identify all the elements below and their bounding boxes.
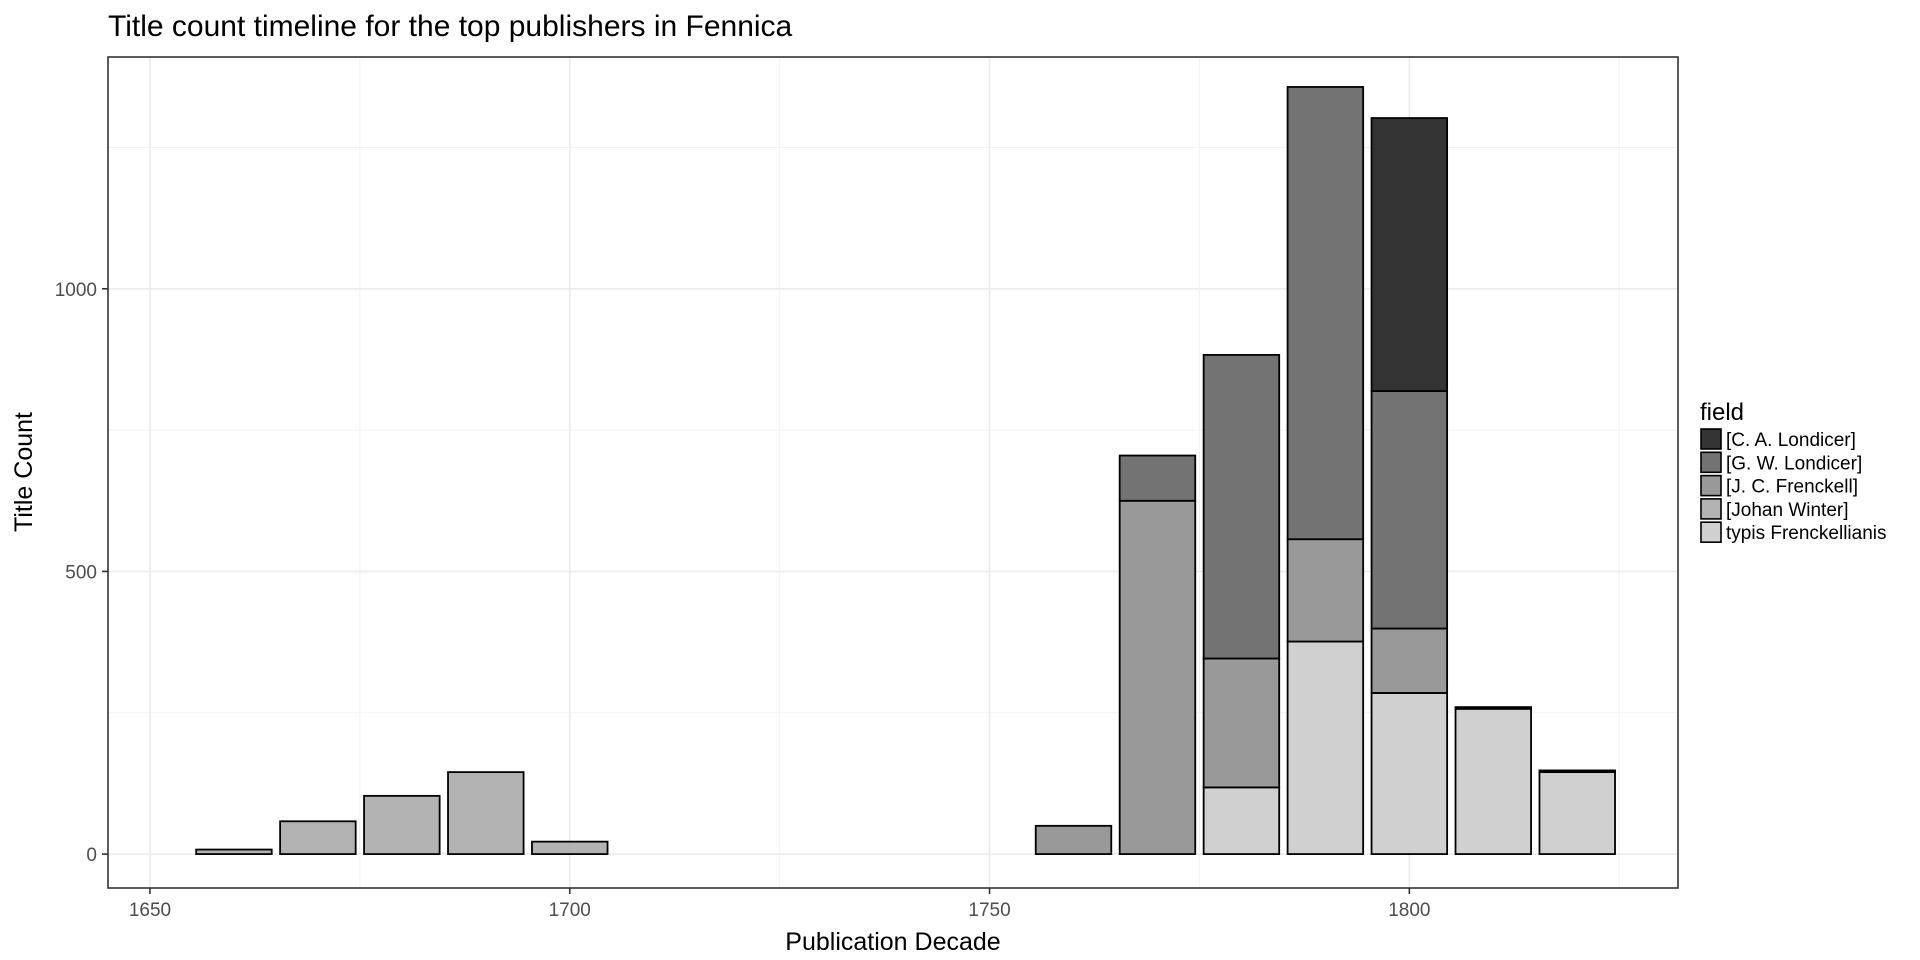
x-tick-label: 1800 [1388, 900, 1430, 921]
bar-segment [1370, 692, 1449, 855]
x-tick-label: 1650 [129, 900, 171, 921]
legend-swatch [1700, 428, 1722, 450]
x-tick-label: 1700 [549, 900, 591, 921]
axis-ticks: 1650 1700 1750 1800 0 500 1000 [55, 280, 1431, 921]
legend-label: typis Frenckellianis [1726, 523, 1887, 544]
bar-segment [1286, 538, 1365, 643]
legend-swatch [1700, 474, 1722, 497]
bar-segment [1538, 769, 1616, 774]
y-axis-title: Title Count [10, 412, 38, 532]
bar-segment [1286, 86, 1365, 541]
y-tick-label: 1000 [55, 280, 97, 301]
legend: field [C. A. Londicer][G. W. Londicer] [J… [1700, 399, 1887, 544]
bar-segment [195, 848, 273, 855]
chart-title: Title count timeline for the top publish… [108, 10, 793, 43]
bar-segment [1454, 707, 1532, 855]
legend-label: [C. A. Londicer] [1726, 430, 1856, 451]
legend-label: [J. C. Frenckell] [1726, 477, 1858, 498]
legend-swatch [1700, 521, 1722, 544]
legend-label: [Johan Winter] [1726, 500, 1849, 521]
legend-swatch [1700, 451, 1722, 474]
bar-segment [447, 771, 525, 855]
bar-segment [1538, 771, 1616, 855]
legend-swatch [1700, 498, 1722, 520]
bar-segment [1454, 706, 1532, 710]
legend-title: field [1700, 399, 1744, 426]
bar-segment [1202, 657, 1281, 789]
bar-segment [531, 840, 609, 855]
bar-segment [1202, 786, 1281, 855]
legend-label: [G. W. Londicer] [1726, 453, 1862, 474]
bar-segment [1118, 454, 1197, 502]
bar-segment [279, 820, 357, 855]
bar-segment [1370, 117, 1449, 392]
y-tick-label: 0 [86, 845, 97, 866]
bar-segment [1370, 390, 1449, 630]
plot-border [107, 56, 1679, 889]
panel-border-rect [107, 56, 1679, 889]
bars [195, 86, 1616, 855]
bar-segment [363, 794, 441, 855]
x-axis-title: Publication Decade [785, 928, 1000, 956]
bar-segment [1286, 640, 1365, 855]
x-tick-label: 1750 [968, 900, 1010, 921]
bar-segment [1370, 627, 1449, 694]
bar-segment [1202, 354, 1281, 660]
y-tick-label: 500 [65, 562, 97, 583]
bar-segment [1034, 824, 1113, 855]
bar-segment [1118, 499, 1197, 855]
